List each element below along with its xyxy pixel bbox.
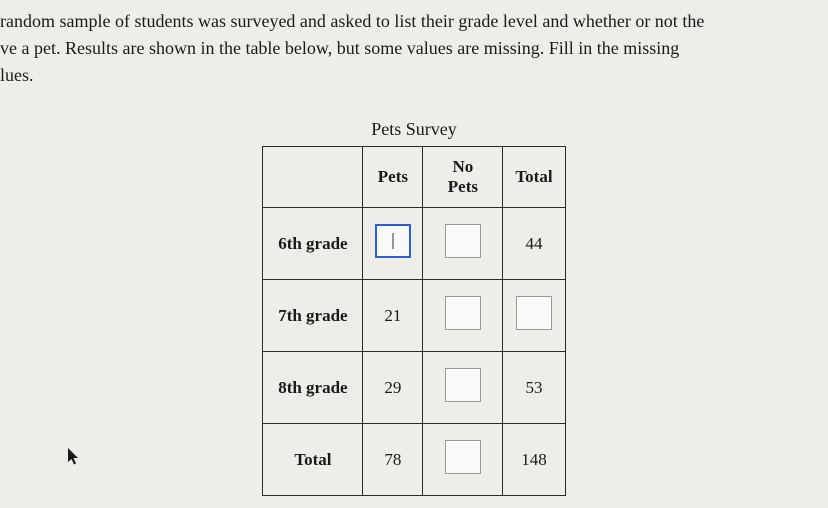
question-line-3: lues. [0, 65, 34, 85]
text-cursor-icon [392, 233, 393, 249]
column-header-pets: Pets [363, 147, 423, 208]
table-title: Pets Survey [371, 119, 457, 140]
table-cell [423, 208, 503, 280]
row-label: 7th grade [263, 280, 363, 352]
answer-input[interactable] [445, 224, 481, 258]
table-cell [423, 352, 503, 424]
survey-table: Pets No Pets Total 6th grade447th grade2… [262, 146, 565, 496]
table-corner-cell [263, 147, 363, 208]
answer-input[interactable] [445, 296, 481, 330]
table-row: Total78 148 [263, 424, 565, 496]
table-cell: 78 [363, 424, 423, 496]
column-header-nopets: No Pets [423, 147, 503, 208]
table-cell: 21 [363, 280, 423, 352]
table-cell: 44 [503, 208, 565, 280]
row-label: 6th grade [263, 208, 363, 280]
table-row: 7th grade21 [263, 280, 565, 352]
table-cell [363, 208, 423, 280]
column-header-total: Total [503, 147, 565, 208]
table-cell [423, 424, 503, 496]
answer-input[interactable] [445, 368, 481, 402]
table-row: 6th grade 44 [263, 208, 565, 280]
table-cell: 29 [363, 352, 423, 424]
table-cell [503, 280, 565, 352]
survey-table-wrapper: Pets Survey Pets No Pets Total 6th grade… [0, 119, 828, 496]
table-cell: 53 [503, 352, 565, 424]
row-label: 8th grade [263, 352, 363, 424]
answer-input[interactable] [375, 224, 411, 258]
question-line-1: random sample of students was surveyed a… [0, 11, 704, 31]
answer-input[interactable] [516, 296, 552, 330]
answer-input[interactable] [445, 440, 481, 474]
table-row: 8th grade29 53 [263, 352, 565, 424]
row-label: Total [263, 424, 363, 496]
question-text: random sample of students was surveyed a… [0, 8, 828, 89]
question-line-2: ve a pet. Results are shown in the table… [0, 38, 679, 58]
table-cell: 148 [503, 424, 565, 496]
table-header-row: Pets No Pets Total [263, 147, 565, 208]
table-cell [423, 280, 503, 352]
